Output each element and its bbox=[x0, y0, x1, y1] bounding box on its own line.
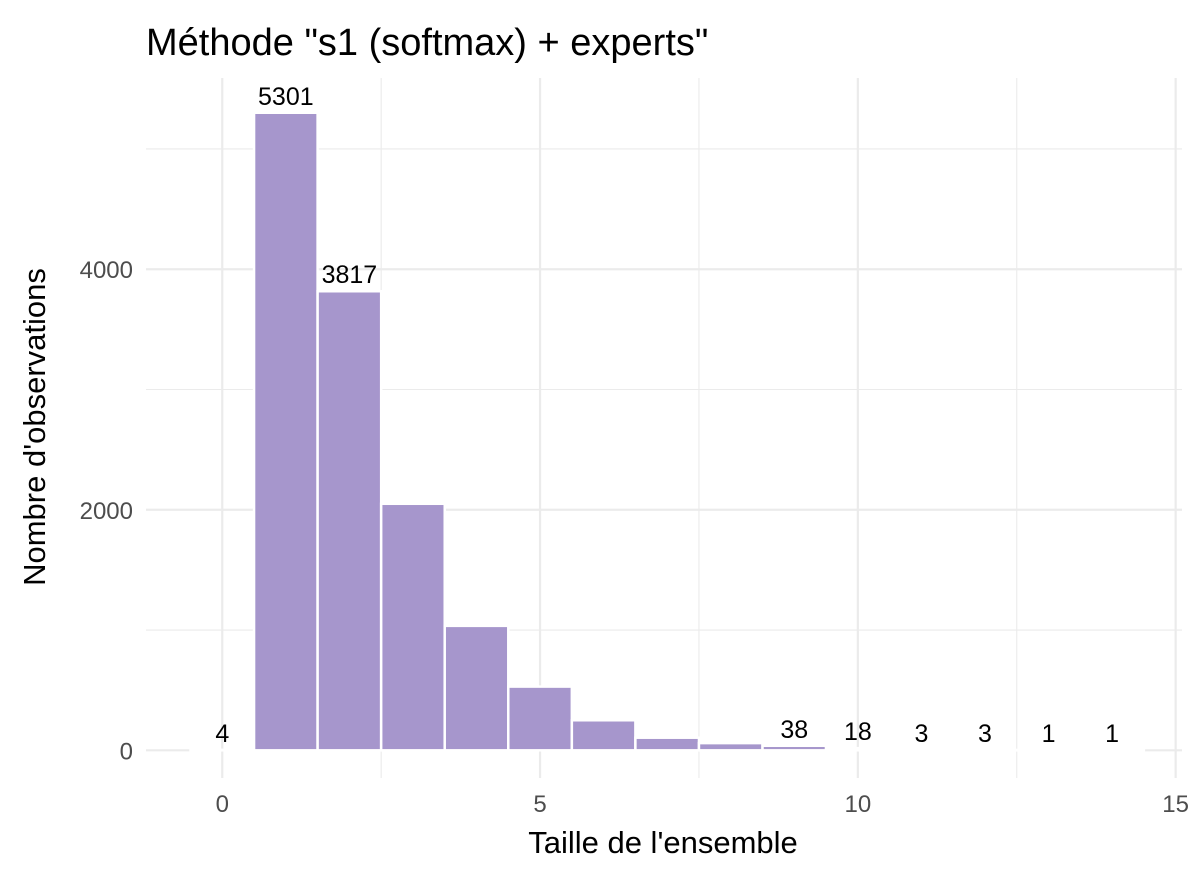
bar-10 bbox=[824, 746, 891, 752]
bar-label-12: 3 bbox=[978, 720, 992, 748]
bar-label-9: 38 bbox=[780, 716, 808, 744]
bar-label-11: 3 bbox=[914, 720, 928, 748]
y-axis-title: Nombre d'observations bbox=[17, 268, 52, 586]
y-axis-ticks: 0 2000 4000 bbox=[80, 257, 133, 765]
y-tick-label: 0 bbox=[120, 738, 133, 765]
bar-label-0: 4 bbox=[215, 720, 229, 748]
bar-4 bbox=[443, 624, 510, 752]
bar-3 bbox=[379, 502, 446, 752]
y-tick-label: 2000 bbox=[80, 498, 133, 525]
chart-title: Méthode "s1 (softmax) + experts" bbox=[146, 22, 708, 64]
bar-9 bbox=[761, 744, 828, 752]
bar-1 bbox=[252, 111, 319, 752]
y-tick-label: 4000 bbox=[80, 257, 133, 284]
bar-label-2: 3817 bbox=[322, 261, 378, 289]
x-tick-label: 15 bbox=[1162, 791, 1189, 818]
x-tick-label: 0 bbox=[216, 791, 229, 818]
bar-8 bbox=[697, 741, 764, 752]
bar-label-1: 5301 bbox=[258, 83, 314, 111]
x-axis-ticks: 0 5 10 15 bbox=[216, 791, 1189, 818]
bar-6 bbox=[570, 719, 637, 752]
x-tick-label: 10 bbox=[845, 791, 872, 818]
x-tick-label: 5 bbox=[533, 791, 546, 818]
bar-label-13: 1 bbox=[1042, 720, 1056, 748]
bar-2 bbox=[316, 289, 383, 752]
bar-labels: 4 5301 3817 38 18 3 3 1 1 bbox=[215, 83, 1119, 748]
bar-label-14: 1 bbox=[1105, 720, 1119, 748]
x-axis-title: Taille de l'ensemble bbox=[528, 825, 798, 860]
bar-7 bbox=[634, 736, 701, 752]
bar-label-10: 18 bbox=[844, 718, 872, 746]
bars bbox=[189, 111, 1146, 752]
bar-5 bbox=[507, 685, 574, 752]
